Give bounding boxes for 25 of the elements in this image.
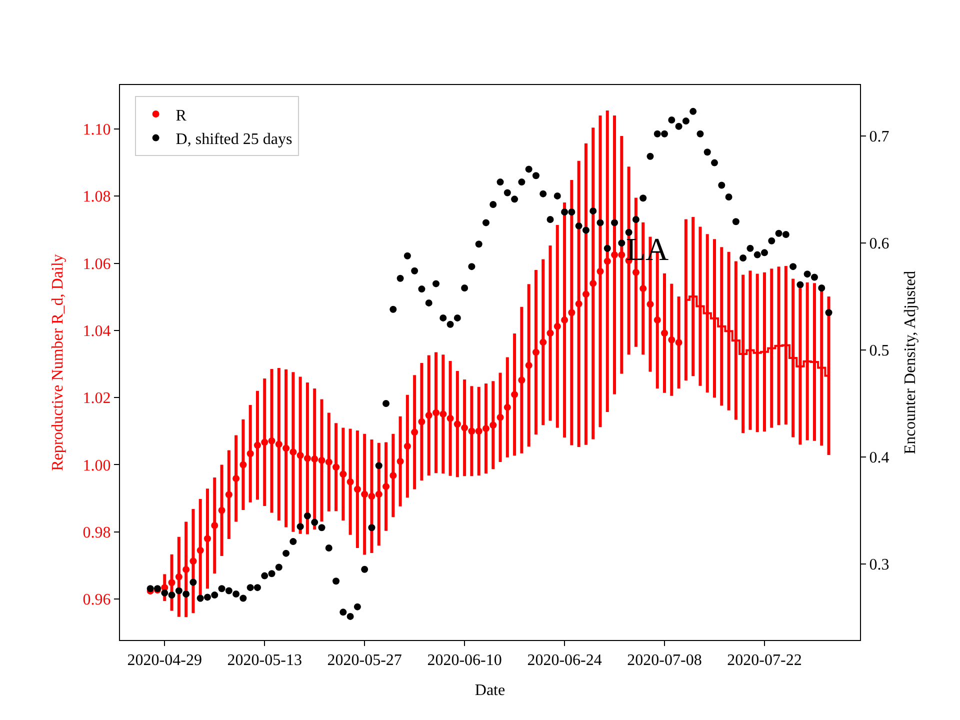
y-tick-label: 1.02 (82, 390, 111, 408)
y-tick-label: 0.96 (82, 592, 111, 609)
x-tick-label: 2020-05-27 (327, 652, 402, 670)
y2-tick-label: 0.7 (869, 128, 890, 146)
y-tick-label: 1.08 (82, 188, 111, 206)
y-tick-label: 1.10 (82, 122, 111, 139)
x-tick-label: 2020-05-13 (227, 652, 302, 670)
y-tick-label: 1.00 (82, 457, 111, 474)
y-tick-label: 1.04 (82, 323, 111, 340)
x-tick-label: 2020-06-10 (427, 652, 502, 670)
y2-tick-label: 0.4 (869, 450, 890, 467)
x-tick-label: 2020-06-24 (527, 652, 602, 670)
y-tick-label: 1.06 (82, 256, 111, 273)
y2-tick-label: 0.5 (869, 342, 890, 360)
y-tick-label: 0.98 (82, 524, 111, 542)
legend-label: R (176, 107, 187, 124)
x-axis-title: Date (474, 682, 506, 699)
legend-label: D, shifted 25 days (176, 131, 292, 148)
y-axis-title: Reproductive Number R_d, Daily (50, 254, 67, 471)
x-tick-label: 2020-07-22 (727, 652, 802, 670)
y2-tick-label: 0.6 (869, 236, 890, 253)
y2-tick-label: 0.3 (869, 556, 890, 574)
x-tick-label: 2020-04-29 (127, 652, 202, 670)
y2-axis-title: Encounter Density, Adjusted (902, 270, 919, 454)
x-tick-label: 2020-07-08 (627, 652, 702, 670)
